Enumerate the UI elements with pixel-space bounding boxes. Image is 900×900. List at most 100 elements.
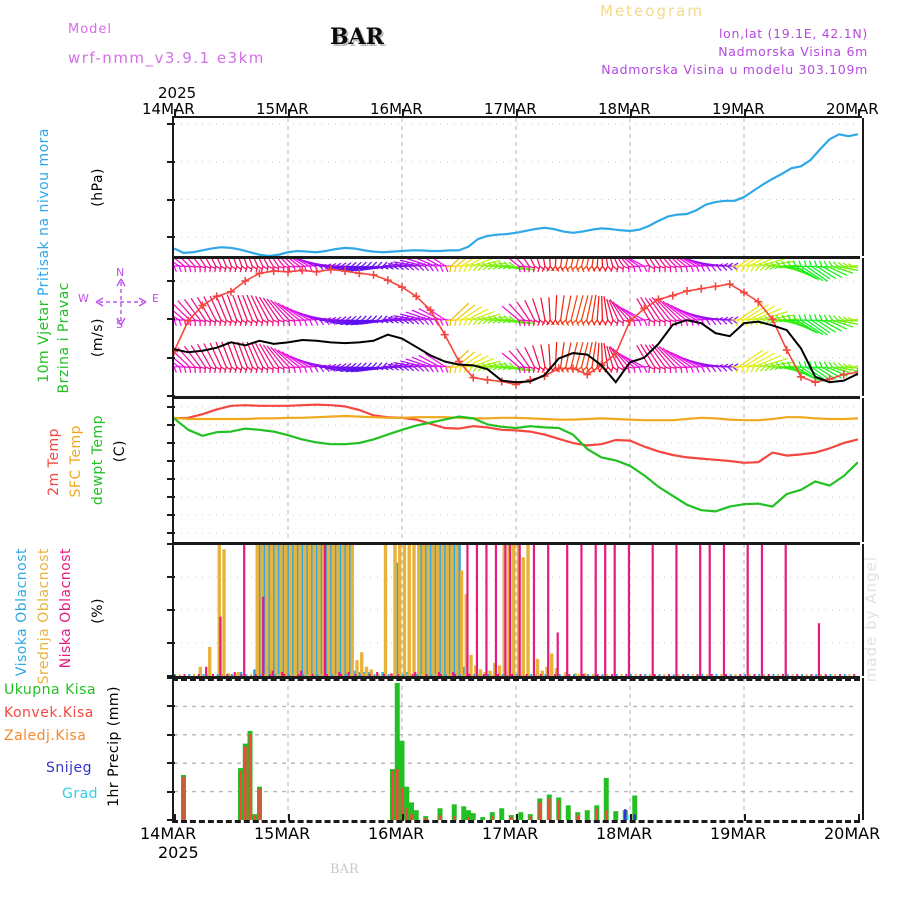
temp-2m-line	[174, 403, 858, 464]
bottom-axis-tick	[288, 814, 290, 821]
cloud-low-bar-group	[205, 544, 821, 676]
precip-conv-bar	[424, 818, 428, 820]
cloud-mid-bar	[436, 544, 440, 676]
precip-conv-bar	[243, 746, 247, 820]
cloud-mid-bar	[398, 544, 402, 676]
precip-panel	[172, 678, 864, 820]
precip-hail-caption: Grad	[62, 786, 99, 802]
precip-total-bar	[565, 805, 571, 820]
cloud-axis-tick	[167, 543, 175, 545]
cloud-mid-bar	[355, 660, 359, 676]
temp-sfc-line	[174, 414, 858, 422]
precip-conv-bar	[239, 771, 242, 820]
bottom-axis-tick	[174, 814, 176, 821]
cloud-mid-bar	[469, 654, 473, 676]
cloud-high-bar	[447, 544, 452, 676]
cloud-mid-bar	[360, 652, 364, 676]
top-date-label-15mar: 15MAR	[256, 100, 309, 118]
cloud-mid-bar	[284, 544, 288, 676]
precip-conv-bar	[438, 815, 442, 820]
cloud-mid-bar	[478, 669, 483, 676]
precip-conv-bar	[467, 817, 470, 820]
precip-total-bar	[466, 810, 471, 820]
precip-hail-bar-group	[626, 815, 629, 820]
top-date-label-14mar: 14MAR	[142, 100, 195, 118]
cloud-low-bar	[390, 673, 393, 676]
wind-temp-divider	[172, 396, 860, 399]
cloud-high-bar	[319, 544, 324, 676]
precip-conv-bar	[400, 787, 404, 820]
cloud-low-bar	[760, 544, 764, 676]
cloud-mid-bar	[412, 544, 416, 676]
precip-total-caption: Ukupna Kisa	[4, 682, 97, 698]
cloud-low-bar	[338, 672, 341, 676]
temperature-axis-tick	[167, 424, 175, 426]
precip-total-bar	[518, 812, 524, 820]
precip-axis-tick	[167, 705, 175, 708]
cloud-mid-bar	[217, 544, 221, 676]
cloud-high-bar	[276, 544, 281, 676]
cloud-mid-bar-group	[198, 544, 597, 676]
cloud-bottom-dashed-axis	[172, 678, 860, 681]
cloud-low-bar	[556, 632, 559, 676]
cloud-high-bar	[348, 544, 352, 676]
cloud-high-bar	[395, 562, 400, 676]
cloud-mid-bar	[336, 544, 340, 676]
cloud-mid-bar	[550, 653, 554, 676]
top-date-label-19mar: 19MAR	[712, 100, 765, 118]
elevation-text: Nadmorska Visina 6m	[718, 44, 868, 59]
cloud-mid-bar	[450, 544, 454, 676]
cloud-axis-tick	[167, 576, 175, 578]
top-axis-tick	[630, 109, 632, 116]
cloud-low-bar	[651, 544, 654, 676]
cloud-mid-bar	[540, 670, 544, 676]
cloud-mid-bar	[407, 544, 411, 676]
bottom-date-label-19mar: 19MAR	[710, 824, 767, 843]
bottom-date-label-16mar: 16MAR	[368, 824, 425, 843]
precip-axis-tick	[167, 762, 175, 765]
pressure-line	[174, 133, 858, 256]
cloud-mid-bar	[265, 544, 269, 676]
precip-total-bar	[632, 795, 638, 820]
cloud-mid-bar	[322, 544, 326, 676]
cloud-mid-bar	[431, 544, 435, 676]
wind-speed-line	[174, 319, 858, 384]
cloud-low-bar	[323, 544, 327, 676]
cloud-low-bar	[219, 616, 222, 676]
top-axis-tick	[174, 109, 176, 116]
cloud-mid-bar	[222, 549, 226, 676]
cloud-low-bar	[594, 544, 597, 676]
cloud-axis-tick	[167, 642, 175, 644]
cloud-mid-bar	[512, 544, 516, 676]
top-axis-tick	[744, 109, 746, 116]
bottom-axis-tick	[858, 814, 860, 821]
precip-conv-bar	[395, 769, 399, 820]
cloud-low-bar	[784, 544, 787, 676]
cloud-mid-bar	[293, 544, 297, 676]
precip-conv-bar	[538, 802, 542, 820]
temp-sfc-caption: SFC Temp	[68, 425, 84, 498]
precip-freezing-caption: Zaledj.Kisa	[4, 728, 87, 744]
precip-conv-bar	[528, 816, 532, 820]
model-label: Model	[68, 22, 113, 37]
cloud-high-bar	[338, 544, 343, 676]
cloud-low-bar	[205, 666, 208, 676]
cloud-high-bar	[286, 544, 290, 676]
temperature-axis-tick	[167, 478, 175, 480]
cloud-low-bar	[475, 544, 479, 676]
precip-conv-bar	[576, 815, 580, 820]
cloud-mid-bar	[440, 544, 445, 676]
top-axis-tick	[402, 109, 404, 116]
cloud-high-bar	[295, 544, 300, 676]
cloud-low-bar	[466, 544, 469, 676]
cloud-mid-bar	[326, 544, 331, 676]
watermark-text: made by Angel	[862, 556, 880, 683]
footer-station-label: BAR	[330, 862, 359, 877]
cloud-mid-bar	[307, 544, 312, 676]
cloud-high-bar	[257, 544, 262, 676]
cloud-mid-bar	[331, 544, 335, 676]
bottom-axis-tick	[516, 814, 518, 821]
cloud-mid-bar	[198, 666, 202, 676]
cloud-low-bar	[414, 672, 417, 676]
bottom-axis-tick	[402, 814, 404, 821]
